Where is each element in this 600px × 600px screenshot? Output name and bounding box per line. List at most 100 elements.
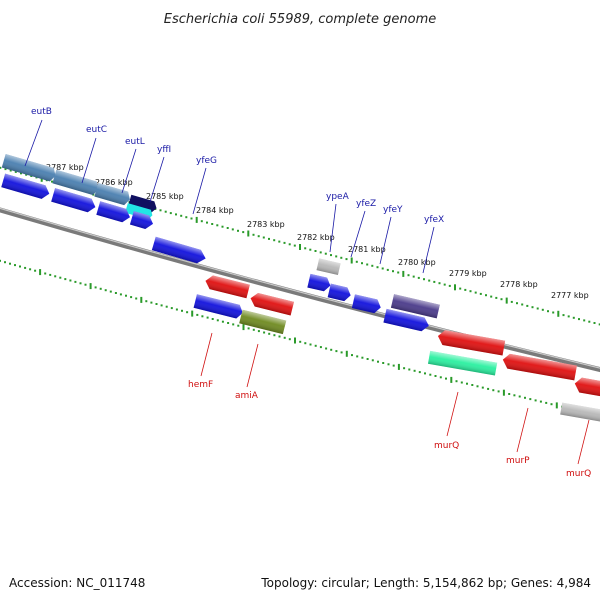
minor-tick	[524, 396, 526, 399]
minor-tick	[252, 233, 255, 236]
major-tick	[402, 270, 405, 277]
minor-tick	[165, 305, 168, 308]
minor-tick	[417, 276, 420, 279]
minor-tick	[330, 348, 333, 351]
minor-tick	[221, 225, 224, 228]
gene-label-top[interactable]: yfeG	[196, 156, 217, 166]
minor-tick	[408, 368, 411, 371]
minor-tick	[206, 221, 208, 224]
minor-tick	[237, 229, 239, 232]
gene-label-top[interactable]: yfeY	[383, 205, 403, 215]
minor-tick	[9, 262, 11, 265]
minor-tick	[273, 334, 276, 337]
minor-tick	[340, 351, 343, 354]
gene-label-top[interactable]: eutC	[86, 125, 107, 135]
minor-tick	[252, 328, 255, 331]
gene-label-top[interactable]: yfeZ	[356, 199, 376, 209]
minor-tick	[227, 322, 230, 324]
minor-tick	[539, 400, 542, 403]
minor-tick	[283, 241, 286, 244]
gene-label-bottom[interactable]: hemF	[188, 380, 213, 390]
minor-tick	[14, 264, 16, 267]
minor-tick	[150, 301, 153, 304]
minor-tick	[257, 330, 260, 333]
gene-label-top[interactable]: eutB	[31, 107, 52, 117]
minor-tick	[428, 279, 431, 282]
minor-tick	[9, 169, 12, 172]
minor-tick	[206, 316, 209, 319]
minor-tick	[278, 335, 281, 338]
gene-label-top[interactable]: eutL	[125, 137, 145, 147]
minor-tick	[237, 324, 240, 327]
minor-tick	[262, 236, 265, 239]
minor-tick	[64, 278, 67, 281]
minor-tick	[485, 294, 487, 297]
minor-tick	[547, 310, 549, 313]
minor-tick	[14, 170, 17, 173]
minor-tick	[164, 210, 167, 213]
major-tick	[299, 244, 301, 250]
gene-label-bottom[interactable]: murQ	[566, 469, 591, 479]
minor-tick	[508, 393, 511, 395]
kbp-label: 2785 kbp	[146, 192, 184, 201]
major-tick	[195, 216, 198, 223]
minor-tick	[51, 180, 53, 183]
major-tick	[140, 296, 143, 303]
minor-tick	[145, 300, 148, 303]
minor-tick	[371, 264, 374, 267]
minor-tick	[464, 288, 467, 291]
minor-tick	[387, 363, 390, 366]
major-tick	[350, 257, 353, 264]
gene-label-top[interactable]: ypeA	[326, 192, 350, 202]
minor-tick	[500, 298, 503, 301]
kbp-labels: 2787 kbp 2786 kbp 2785 kbp 2784 kbp 2783…	[46, 163, 589, 300]
minor-tick	[232, 323, 235, 326]
major-tick	[454, 284, 456, 291]
minor-tick	[516, 302, 518, 305]
minor-tick	[299, 340, 302, 343]
top-gene-label-texts: eutB eutC eutL yffI yfeG ypeA yfeZ yfeY …	[31, 107, 444, 225]
minor-tick	[376, 266, 379, 269]
kbp-label: 2784 kbp	[196, 206, 234, 215]
bottom-gene-label-texts: hemF amiA murQ murP murQ	[188, 380, 591, 479]
major-tick	[39, 269, 42, 276]
minor-tick	[175, 213, 177, 216]
minor-tick	[190, 217, 193, 220]
gene-label-bottom[interactable]: murP	[506, 456, 530, 466]
gene-arrow[interactable]	[127, 194, 158, 214]
minor-tick	[231, 228, 234, 231]
kbp-label: 2783 kbp	[247, 220, 285, 229]
minor-tick	[536, 307, 539, 310]
top-gene-labels	[24, 119, 435, 274]
minor-tick	[386, 268, 389, 271]
minor-tick	[445, 377, 447, 380]
minor-tick	[319, 251, 322, 254]
minor-tick	[459, 287, 462, 290]
minor-tick	[330, 254, 332, 257]
gene-label-bottom[interactable]: amiA	[235, 391, 259, 401]
minor-tick	[439, 376, 442, 379]
major-tick	[505, 297, 508, 304]
top-strand-genes	[1, 154, 440, 332]
minor-tick	[314, 344, 317, 347]
minor-tick	[49, 273, 52, 276]
minor-tick	[412, 275, 415, 278]
kbp-label: 2777 kbp	[551, 291, 589, 300]
minor-tick	[160, 304, 163, 307]
gene-label-top[interactable]: yfeX	[424, 215, 444, 225]
minor-tick	[169, 212, 172, 215]
minor-tick	[397, 271, 400, 274]
minor-tick	[407, 274, 410, 277]
minor-tick	[247, 327, 250, 330]
minor-tick	[242, 231, 245, 234]
minor-tick	[84, 283, 87, 286]
gene-label-bottom[interactable]: murQ	[434, 441, 459, 451]
gene-label-top[interactable]: yffI	[157, 145, 171, 155]
kbp-label: 2781 kbp	[348, 245, 386, 254]
genome-summary-label: Topology: circular; Length: 5,154,862 bp…	[261, 576, 591, 590]
minor-tick	[423, 278, 425, 281]
major-tick	[294, 337, 296, 344]
minor-tick	[309, 248, 312, 251]
minor-tick	[114, 292, 117, 294]
major-tick	[502, 389, 505, 396]
